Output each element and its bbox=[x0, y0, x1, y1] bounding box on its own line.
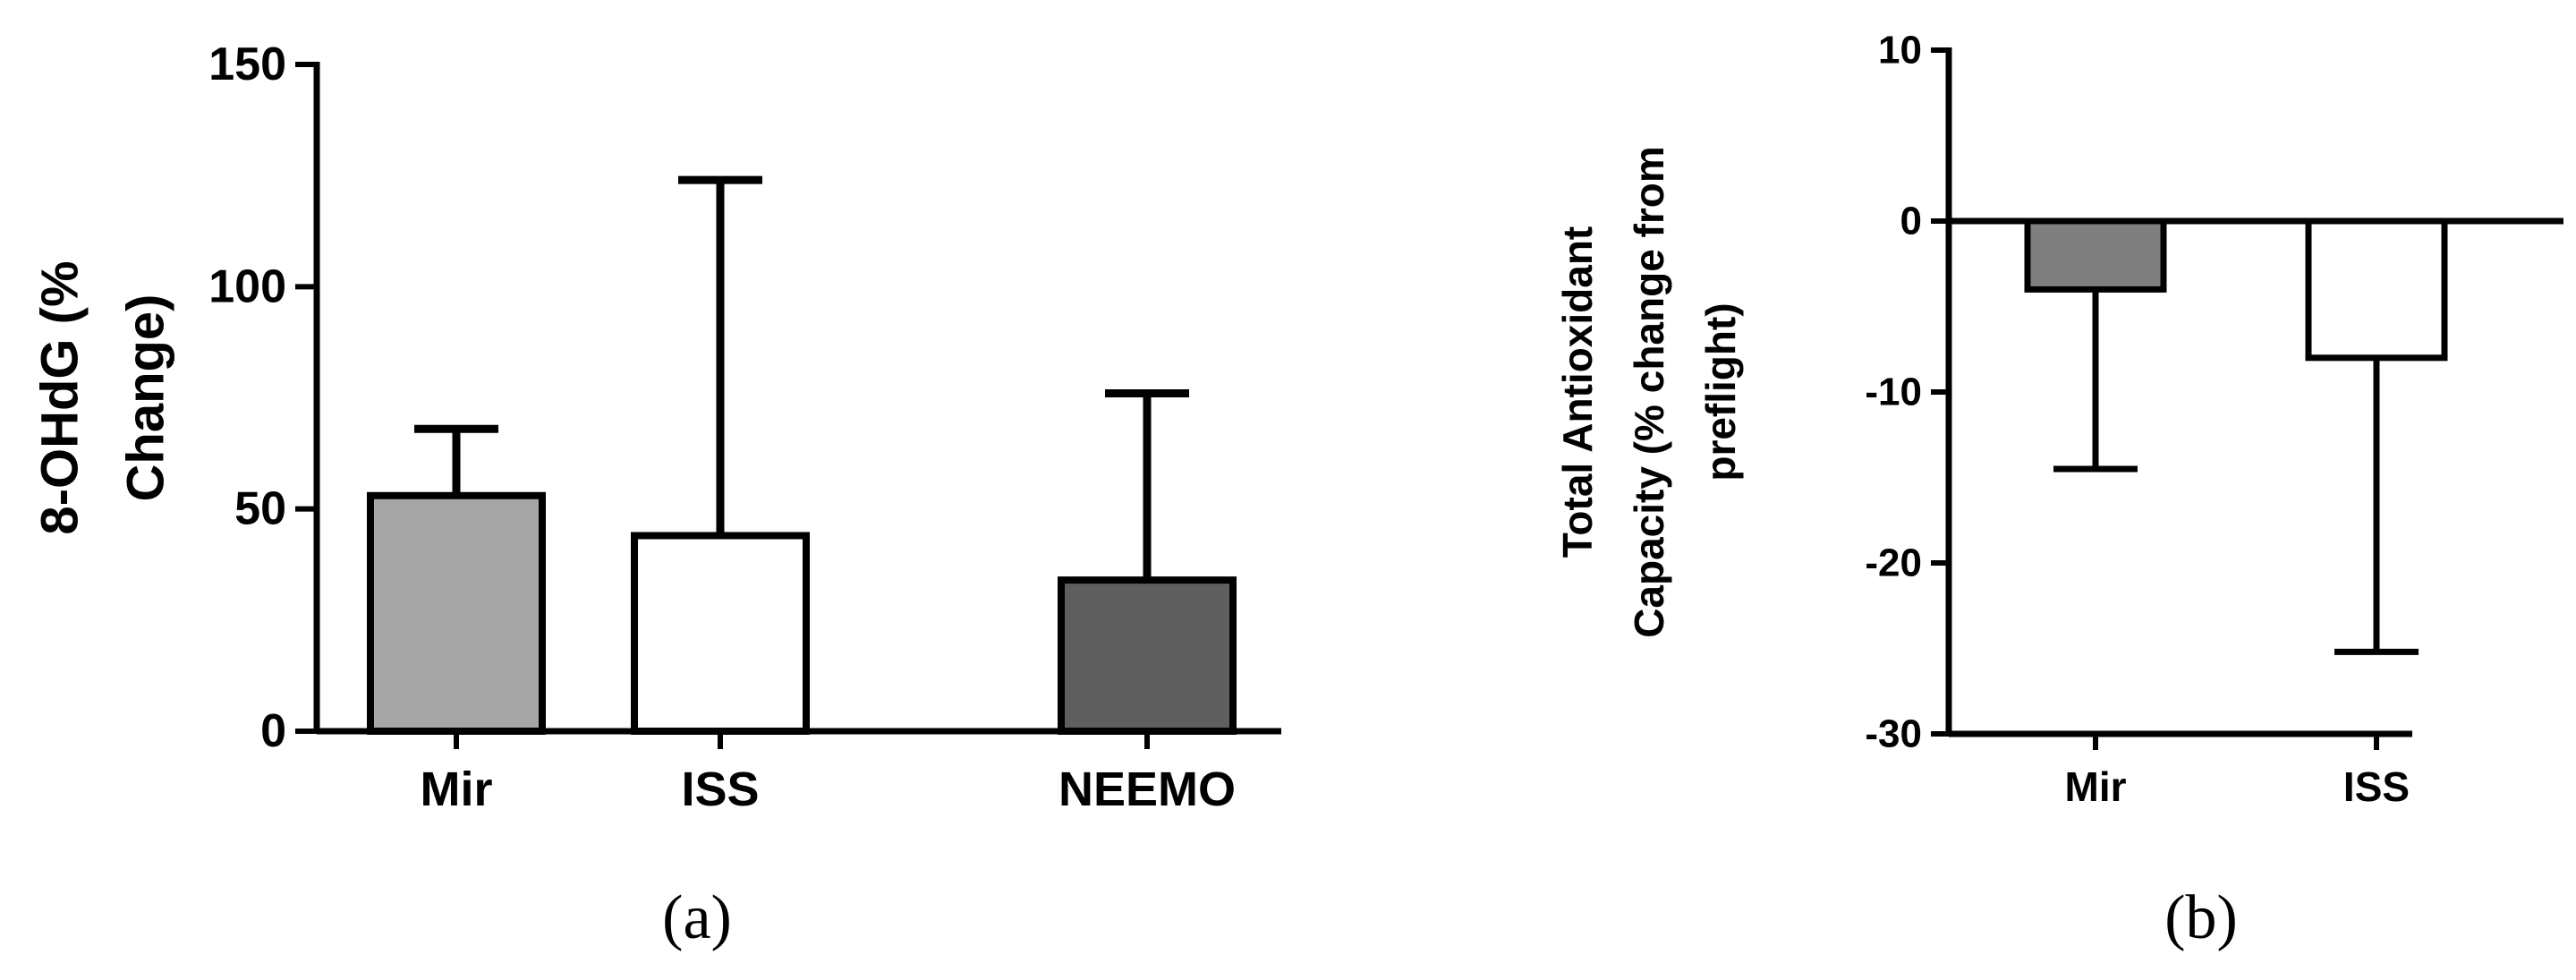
x-tick-label-iss: ISS bbox=[681, 763, 759, 816]
y-tick-label: -20 bbox=[1865, 541, 1922, 585]
y-axis-title-line: Capacity (% change from bbox=[1626, 146, 1672, 638]
y-axis-title-line: 8-OHdG (% bbox=[31, 260, 89, 534]
y-tick-label: -10 bbox=[1865, 371, 1922, 414]
x-tick-label-neemo: NEEMO bbox=[1058, 763, 1236, 816]
y-axis-title-line: preflight) bbox=[1697, 303, 1744, 481]
y-tick-label: 100 bbox=[208, 260, 286, 312]
x-tick-label-mir: Mir bbox=[421, 763, 493, 816]
panel-label: (b) bbox=[2164, 883, 2238, 952]
bar-mir bbox=[2024, 217, 2167, 293]
y-tick-label: 0 bbox=[1900, 200, 1922, 243]
y-tick-label: 150 bbox=[208, 38, 286, 90]
bar-mir bbox=[367, 491, 546, 735]
x-tick-label-mir: Mir bbox=[2065, 763, 2127, 810]
y-tick-label: 50 bbox=[234, 483, 286, 535]
y-tick-label: 0 bbox=[260, 705, 286, 757]
panel-label: (a) bbox=[662, 883, 732, 952]
y-axis-title-line: Change) bbox=[117, 294, 175, 502]
y-tick-label: 10 bbox=[1878, 29, 1922, 72]
y-axis-title-line: Total Antioxidant bbox=[1554, 226, 1601, 558]
bar-neemo bbox=[1058, 576, 1237, 736]
bar-iss bbox=[2305, 217, 2448, 362]
panel-b-chart: -30 -20 -10 0 10 Mir ISS Total Antioxidant Capac… bbox=[1554, 29, 2563, 952]
x-tick-label-iss: ISS bbox=[2343, 763, 2410, 810]
bar-iss bbox=[631, 532, 810, 736]
panel-a-chart: 0 50 100 150 Mir ISS NEEMO 8-OHdG (% Change) (a) bbox=[31, 38, 1281, 952]
y-tick-label: -30 bbox=[1865, 712, 1922, 756]
